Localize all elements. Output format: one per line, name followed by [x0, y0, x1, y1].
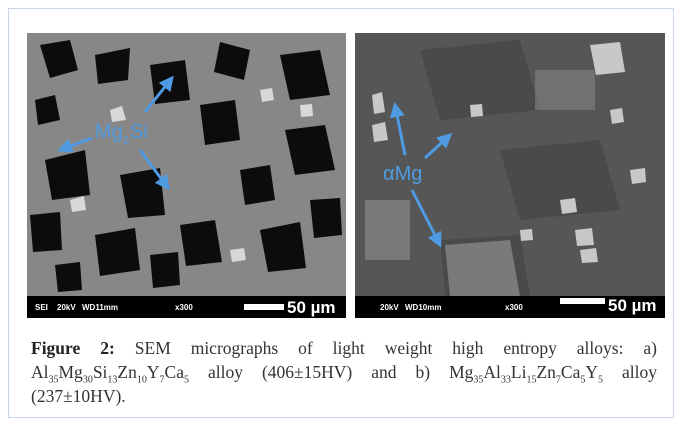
count: 10 — [137, 375, 147, 386]
info-text: 20kV — [380, 303, 399, 312]
count: 35 — [49, 375, 59, 386]
count: 30 — [83, 375, 93, 386]
panel-b: 20kV WD10mm x300 50 µm αMg — [355, 33, 665, 318]
count: 13 — [107, 375, 117, 386]
count: 33 — [501, 375, 511, 386]
element: Mg — [59, 362, 83, 382]
caption-text: SEM micrographs of light weight high ent… — [135, 338, 657, 358]
element: Si — [93, 362, 108, 382]
info-text: WD11mm — [82, 303, 118, 312]
element: Ca — [165, 362, 184, 382]
caption-label: Figure 2: — [31, 338, 115, 358]
caption-text: alloy (406±15HV) and b) — [208, 362, 430, 382]
formula: Mg35Al33Li15Zn7Ca5Y5 — [449, 362, 603, 382]
element: Al — [483, 362, 501, 382]
phase-label: Si — [130, 121, 148, 143]
info-text: x300 — [505, 303, 523, 312]
micrographs: SEI 20kV WD11mm x300 50 µm Mg 2 Si 2 — [0, 0, 682, 330]
formula: Al35Mg30Si13Zn10Y7Ca5 — [31, 362, 189, 382]
panel-a: SEI 20kV WD11mm x300 50 µm Mg 2 Si — [27, 33, 346, 318]
element: Al — [31, 362, 49, 382]
phase-label: αMg — [383, 163, 422, 185]
element: Y — [585, 362, 598, 382]
caption: Figure 2: SEM micrographs of light weigh… — [31, 336, 657, 408]
count: 5 — [598, 375, 603, 386]
info-text: WD10mm — [405, 303, 441, 312]
phase-label: 2 — [123, 135, 129, 147]
scale-label: 50 µm — [287, 298, 336, 317]
element: Y — [147, 362, 160, 382]
element: Zn — [536, 362, 555, 382]
info-text: x300 — [175, 303, 193, 312]
count: 15 — [526, 375, 536, 386]
page: SEI 20kV WD11mm x300 50 µm Mg 2 Si 2 — [0, 0, 682, 425]
count: 5 — [184, 375, 189, 386]
element: Zn — [117, 362, 136, 382]
phase-label: Mg — [95, 121, 123, 143]
element: Li — [511, 362, 527, 382]
info-text: 20kV — [57, 303, 76, 312]
element: Mg — [449, 362, 473, 382]
scale-label: 50 µm — [608, 296, 657, 315]
count: 35 — [473, 375, 483, 386]
info-text: SEI — [35, 303, 48, 312]
element: Ca — [561, 362, 580, 382]
